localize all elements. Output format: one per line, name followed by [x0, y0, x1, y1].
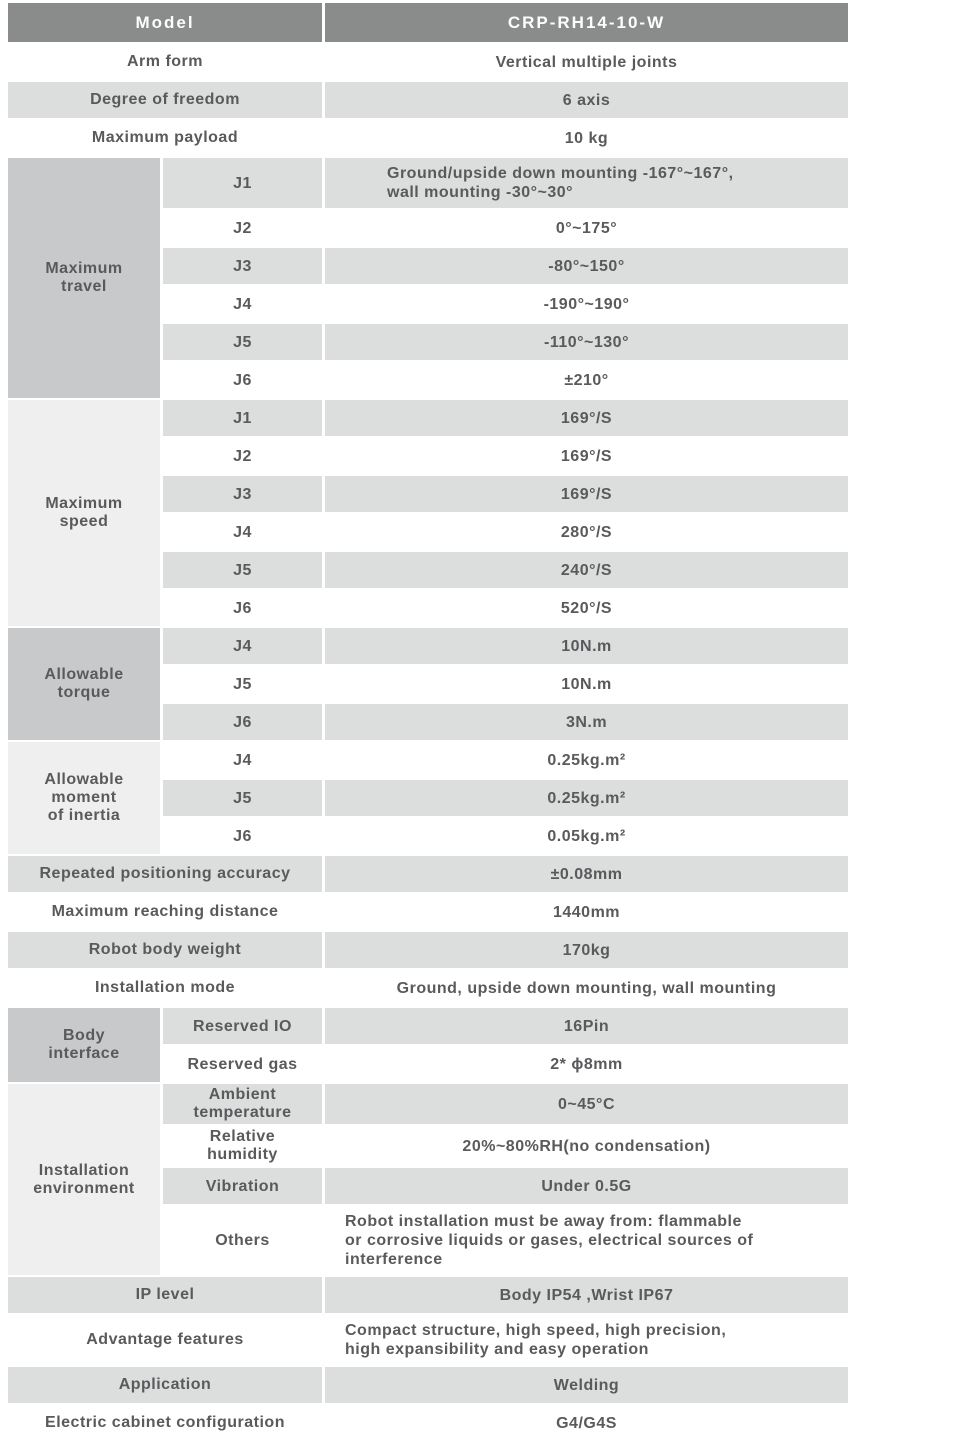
row-value-robot-body-weight: 170kg: [325, 932, 848, 968]
sub-label-inertia-j5: J5: [163, 780, 322, 816]
value-travel-j2: 0°~175°: [555, 219, 618, 237]
value-reserved-io: 16Pin: [325, 1008, 848, 1044]
sub-label-inertia-j6: J6: [233, 827, 252, 845]
value-relative-humidity: 20%~80%RH(no condensation): [462, 1137, 711, 1155]
row-value-ip-level: Body IP54 ,Wrist IP67: [325, 1277, 848, 1313]
spec-table: Model CRP-RH14-10-W Arm form Vertical mu…: [8, 3, 848, 1441]
value-reserved-gas: 2* ϕ8mm: [550, 1055, 623, 1073]
row-label-installation-mode: Installation mode: [94, 979, 236, 996]
sub-label-travel-j5: J5: [163, 324, 322, 360]
sub-label-travel-j2: J2: [233, 219, 252, 237]
sub-label-travel-j1: J1: [163, 158, 322, 208]
sub-label-speed-j6: J6: [233, 599, 252, 617]
value-others: Robot installation must be away from: fl…: [345, 1213, 754, 1268]
value-travel-j3: -80°~150°: [325, 248, 848, 284]
row-value-degree-of-freedom: 6 axis: [325, 82, 848, 118]
value-inertia-j5: 0.25kg.m²: [325, 780, 848, 816]
group-label-maximum-travel: Maximum travel: [8, 158, 160, 398]
value-speed-j5: 240°/S: [325, 552, 848, 588]
sub-label-relative-humidity: Relative humidity: [207, 1128, 278, 1163]
value-travel-j1: Ground/upside down mounting -167°~167°, …: [325, 158, 848, 208]
row-value-arm-form: Vertical multiple joints: [495, 53, 678, 71]
value-speed-j2: 169°/S: [560, 447, 613, 465]
row-label-arm-form: Arm form: [126, 53, 203, 70]
row-label-ip-level: IP level: [8, 1277, 322, 1313]
value-speed-j1: 169°/S: [325, 400, 848, 436]
value-inertia-j4: 0.25kg.m²: [547, 751, 626, 769]
sub-label-speed-j3: J3: [163, 476, 322, 512]
value-inertia-j6: 0.05kg.m²: [547, 827, 626, 845]
sub-label-others: Others: [215, 1232, 270, 1249]
row-value-application: Welding: [325, 1367, 848, 1403]
header-model-label: Model: [8, 3, 322, 42]
row-value-maximum-reaching-distance: 1440mm: [552, 903, 621, 921]
sub-label-vibration: Vibration: [163, 1168, 322, 1204]
value-torque-j6: 3N.m: [325, 704, 848, 740]
row-value-advantage-features: Compact structure, high speed, high prec…: [345, 1322, 727, 1358]
sub-label-torque-j5: J5: [233, 675, 252, 693]
value-torque-j4: 10N.m: [325, 628, 848, 664]
row-value-electric-cabinet-configuration: G4/G4S: [556, 1414, 617, 1432]
sub-label-speed-j4: J4: [233, 523, 252, 541]
row-label-maximum-payload: Maximum payload: [91, 129, 239, 146]
row-label-application: Application: [8, 1367, 322, 1403]
row-label-advantage-features: Advantage features: [86, 1331, 244, 1348]
group-label-maximum-speed: Maximum speed: [8, 400, 160, 626]
row-label-repeated-positioning-accuracy: Repeated positioning accuracy: [8, 856, 322, 892]
value-speed-j4: 280°/S: [560, 523, 613, 541]
row-label-electric-cabinet-configuration: Electric cabinet configuration: [45, 1414, 285, 1431]
row-label-degree-of-freedom: Degree of freedom: [8, 82, 322, 118]
sub-label-speed-j5: J5: [163, 552, 322, 588]
row-label-maximum-reaching-distance: Maximum reaching distance: [51, 903, 279, 920]
sub-label-travel-j3: J3: [163, 248, 322, 284]
sub-label-travel-j6: J6: [233, 371, 252, 389]
header-model-value: CRP-RH14-10-W: [325, 3, 848, 42]
value-speed-j6: 520°/S: [560, 599, 613, 617]
sub-label-reserved-gas: Reserved gas: [187, 1055, 298, 1073]
sub-label-torque-j4: J4: [163, 628, 322, 664]
row-value-maximum-payload: 10 kg: [564, 129, 609, 147]
value-ambient-temperature: 0~45°C: [325, 1084, 848, 1124]
sub-label-reserved-io: Reserved IO: [163, 1008, 322, 1044]
value-travel-j4: -190°~190°: [543, 295, 630, 313]
sub-label-torque-j6: J6: [163, 704, 322, 740]
group-label-installation-environment: Installation environment: [8, 1084, 160, 1275]
group-label-body-interface: Body interface: [8, 1008, 160, 1082]
row-label-robot-body-weight: Robot body weight: [8, 932, 322, 968]
value-vibration: Under 0.5G: [325, 1168, 848, 1204]
value-travel-j5: -110°~130°: [325, 324, 848, 360]
value-travel-j6: ±210°: [564, 371, 609, 389]
sub-label-travel-j4: J4: [233, 295, 252, 313]
sub-label-ambient-temperature: Ambient temperature: [163, 1084, 322, 1124]
value-speed-j3: 169°/S: [325, 476, 848, 512]
row-value-installation-mode: Ground, upside down mounting, wall mount…: [396, 979, 777, 997]
sub-label-inertia-j4: J4: [233, 751, 252, 769]
group-label-allowable-moment-of-inertia: Allowable moment of inertia: [8, 742, 160, 854]
row-value-repeated-positioning-accuracy: ±0.08mm: [325, 856, 848, 892]
sub-label-speed-j2: J2: [233, 447, 252, 465]
sub-label-speed-j1: J1: [163, 400, 322, 436]
value-torque-j5: 10N.m: [561, 675, 612, 693]
group-label-allowable-torque: Allowable torque: [8, 628, 160, 740]
